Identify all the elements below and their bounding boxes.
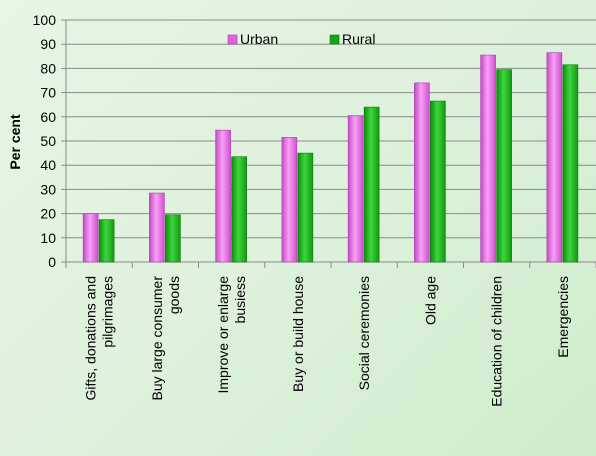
x-category-label-line: busiess [232, 276, 248, 323]
x-category-label-line: Buy large consumer [149, 276, 165, 401]
x-category-label-line: Emergencies [555, 276, 571, 358]
bar-urban [281, 137, 298, 263]
grid-lines [66, 19, 596, 263]
bar-rural [562, 64, 579, 263]
bar-urban [347, 115, 364, 263]
axes: 0 10 20 30 40 50 60 70 80 90 100 [33, 12, 596, 270]
y-tick-label: 10 [40, 230, 56, 246]
x-category-label-line: Social ceremonies [356, 276, 372, 390]
x-category-label: Buy or build house [290, 276, 306, 392]
x-category-label-line: Buy or build house [290, 276, 306, 392]
x-category-label-line: Old age [422, 276, 438, 325]
legend-swatch-urban [227, 34, 238, 45]
y-tick-label: 90 [40, 36, 56, 52]
y-tick-label: 0 [48, 254, 56, 270]
bar-urban [480, 54, 496, 263]
x-category-label-line: Improve or enlarge [215, 276, 231, 394]
x-category-label: Old age [422, 276, 438, 325]
bar-urban [215, 129, 231, 263]
y-tick-label: 70 [40, 85, 56, 101]
x-category-label: Gifts, donations and pilgrimages [83, 276, 116, 401]
x-category-label-line: goods [166, 276, 182, 314]
bar-rural [430, 100, 446, 263]
bar-rural [363, 106, 380, 263]
legend: Urban Rural [227, 31, 375, 47]
x-category-label: Improve or enlarge busiess [215, 276, 248, 394]
x-category-label: Buy large consumer goods [149, 276, 182, 401]
y-tick-label: 100 [33, 12, 57, 28]
bar-urban [414, 82, 430, 263]
bar-urban [82, 213, 99, 263]
bar-rural [297, 152, 314, 263]
bar-rural [496, 69, 512, 263]
legend-label-rural: Rural [342, 31, 375, 47]
y-tick-label: 20 [40, 206, 56, 222]
x-category-label: Education of children [489, 276, 505, 407]
y-axis-label: Per cent [7, 114, 23, 170]
x-category-label-line: Education of children [489, 276, 505, 407]
x-category-label: Social ceremonies [356, 276, 372, 390]
bar-urban [149, 192, 165, 263]
bars [82, 52, 579, 263]
legend-swatch-rural [329, 34, 340, 45]
y-tick-label: 50 [40, 133, 56, 149]
bar-rural [98, 219, 115, 263]
y-tick-label: 40 [40, 157, 56, 173]
legend-label-urban: Urban [240, 31, 278, 47]
x-category-label: Emergencies [555, 276, 571, 358]
bar-rural [231, 156, 247, 263]
y-tick-label: 30 [40, 181, 56, 197]
y-tick-label: 80 [40, 60, 56, 76]
category-labels: Gifts, donations and pilgrimages Buy large… [83, 276, 571, 407]
bar-urban [546, 52, 563, 263]
bar-rural [165, 214, 181, 263]
x-category-label-line: pilgrimages [100, 276, 116, 348]
y-tick-label: 60 [40, 109, 56, 125]
x-category-label-line: Gifts, donations and [83, 276, 99, 401]
